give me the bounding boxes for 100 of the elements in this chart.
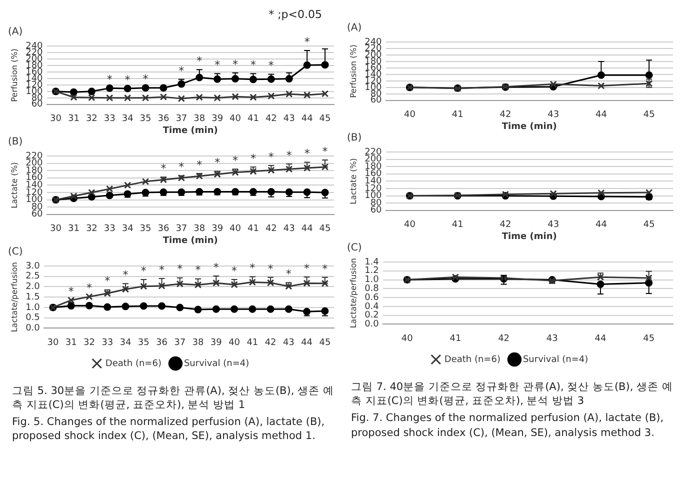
x-tick-label: 32 <box>86 224 98 234</box>
annotation: * <box>213 260 220 274</box>
annotation: * <box>304 146 310 160</box>
y-tick-label: 60 <box>370 206 382 216</box>
x-tick-label: 43 <box>283 114 295 124</box>
x-tick-label: 42 <box>500 220 512 230</box>
x-tick-label: 39 <box>212 114 224 124</box>
annotation: * <box>268 58 274 72</box>
y-tick-label: 1.0 <box>364 275 380 286</box>
x-tick-label: 36 <box>156 338 168 348</box>
x-tick-label: 43 <box>283 224 295 234</box>
x-tick-label: 37 <box>174 338 186 348</box>
x-tick-label: 42 <box>498 334 510 344</box>
caption: Fig. 5. Changes of the normalized perfusion (A), lactate (B), proposed shock index (C), (Mean, SE), analysis method 1. <box>12 415 326 444</box>
x-tick-label: 36 <box>158 114 170 124</box>
x-tick-label: 44 <box>595 220 608 230</box>
annotation: * <box>106 72 113 86</box>
y-axis-title: Lactate/perfusion <box>10 262 19 332</box>
x-tick-label: 45 <box>319 114 331 124</box>
annotation: * <box>286 148 292 162</box>
x-axis-title: Time (min) <box>502 122 557 132</box>
x-tick-label: 30 <box>50 114 62 124</box>
annotation: * <box>140 264 147 278</box>
legend-label: Death (n=6) <box>105 358 162 369</box>
x-tick-label: 43 <box>548 110 560 120</box>
x-tick-label: 40 <box>404 110 416 120</box>
x-tick-label: 34 <box>120 338 132 348</box>
chart-title: (B) <box>347 132 362 144</box>
x-tick-label: 30 <box>50 224 62 234</box>
y-tick-label: 2.5 <box>26 272 40 282</box>
y-tick-label: 0.6 <box>364 292 380 303</box>
y-tick-label: 60 <box>31 100 44 110</box>
y-tick-label: 0.5 <box>26 313 40 324</box>
x-tick-label: 40 <box>230 114 242 124</box>
annotation: * <box>268 150 274 164</box>
x-tick-label: 38 <box>192 338 204 348</box>
x-tick-label: 44 <box>595 110 608 120</box>
annotation: * <box>250 261 256 274</box>
caption: 그림 7. 40분을 기준으로 정규화한 관류(A), 젖산 농도(B), 생존 예측 지표(C)의 변화(평균, 표준오차), 분석 방법 3 <box>351 380 674 408</box>
caption: 그림 5. 30분을 기준으로 정규화한 관류(A), 젖산 농도(B), 생존 예측 지표(C)의 변화(평균, 표준오차), 분석 방법 1 <box>12 384 335 412</box>
x-tick-label: 40 <box>401 334 414 344</box>
y-tick-label: 3.0 <box>26 261 40 272</box>
x-tick-label: 31 <box>68 224 80 234</box>
x-tick-label: 45 <box>643 220 655 230</box>
annotation: * <box>322 144 328 158</box>
annotation: * <box>268 262 274 276</box>
annotation: * <box>68 284 74 298</box>
annotation: * <box>178 64 185 78</box>
annotation: * <box>232 264 238 278</box>
y-tick-label: 0.0 <box>364 320 380 330</box>
annotation: * <box>160 162 167 175</box>
y-tick-label: 1.2 <box>364 266 379 276</box>
x-tick-label: 41 <box>247 114 259 124</box>
x-tick-label: 37 <box>176 114 188 124</box>
y-tick-label: 60 <box>31 210 44 220</box>
x-tick-label: 44 <box>594 334 606 344</box>
x-tick-label: 33 <box>102 338 114 348</box>
x-tick-label: 41 <box>452 220 464 230</box>
y-tick-label: 2.0 <box>26 282 40 292</box>
x-tick-label: 31 <box>65 338 77 348</box>
annotation: * <box>177 262 184 276</box>
y-tick-label: 60 <box>370 96 382 106</box>
annotation: * <box>250 58 256 72</box>
chart-title: (B) <box>8 136 23 148</box>
annotation: * <box>214 58 221 72</box>
annotation: * <box>196 158 203 172</box>
x-tick-label: 42 <box>500 110 512 120</box>
x-tick-label: 40 <box>230 224 242 234</box>
x-axis-title: Time (min) <box>162 126 218 136</box>
annotation: * <box>286 267 292 280</box>
x-tick-label: 44 <box>301 224 314 234</box>
y-axis-title: Perfusion (%) <box>348 44 358 98</box>
y-axis-title: Lactate (%) <box>348 158 358 204</box>
annotation: * <box>142 72 149 86</box>
x-tick-label: 45 <box>643 110 655 120</box>
annotation: * <box>232 154 239 167</box>
y-tick-label: 1.4 <box>364 257 380 268</box>
y-axis-title: Lactate/perfusion <box>348 258 358 328</box>
annotation: * <box>122 268 129 282</box>
y-tick-label: 1.5 <box>26 292 40 302</box>
x-tick-label: 33 <box>104 114 116 124</box>
chart-title: (A) <box>347 22 362 34</box>
y-tick-label: 0.4 <box>364 302 380 312</box>
x-tick-label: 40 <box>404 220 416 230</box>
x-tick-label: 34 <box>122 114 134 124</box>
x-tick-label: 35 <box>140 114 152 124</box>
y-axis-title: Lactate (%) <box>10 162 19 208</box>
annotation: * <box>304 262 310 275</box>
x-tick-label: 43 <box>546 334 558 344</box>
x-tick-label: 30 <box>47 338 59 348</box>
x-tick-label: 41 <box>247 224 259 234</box>
x-tick-label: 39 <box>210 338 222 348</box>
y-axis-title: Perfusion (%) <box>10 48 19 102</box>
annotation: * <box>250 152 256 165</box>
annotation: * <box>322 262 328 276</box>
x-tick-label: 32 <box>84 338 95 348</box>
x-tick-label: 42 <box>265 114 277 124</box>
annotation: * <box>232 58 239 71</box>
x-tick-label: 42 <box>265 224 277 234</box>
text: * ;p<0.05 <box>268 8 322 23</box>
